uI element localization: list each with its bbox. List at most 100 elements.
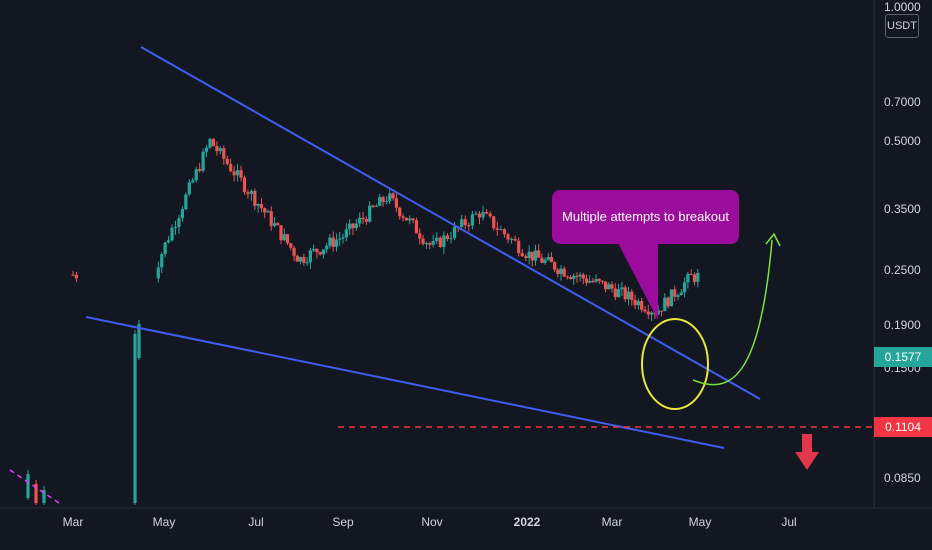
old-resistance-line [9,469,63,506]
candle-body [418,233,422,239]
candle-body [449,238,453,240]
candle-body [404,217,409,221]
candle-body [435,237,439,242]
candle-body [180,209,184,219]
candle-body [292,247,296,256]
candle-body [398,207,402,217]
candle-body [553,262,557,270]
candle-body [391,193,395,199]
candle-body [42,490,46,503]
candle-body [669,289,673,307]
candle-body [481,211,485,218]
candle-body [414,220,419,234]
candle-body [543,259,547,263]
candle-body [249,191,253,194]
candle-body [643,309,647,312]
candle-body [676,295,680,297]
candle-body [325,245,329,250]
candle-body [620,287,624,290]
candle-body [34,484,38,503]
candle-body [167,240,171,243]
candle-body [650,312,654,315]
time-tick-label: Nov [421,515,443,529]
candle-body [556,269,560,274]
candle-body [394,198,398,208]
candle-body [263,208,267,213]
price-tick-label: 0.3500 [884,202,921,216]
candle-body [401,216,405,218]
candle-body [344,229,348,238]
candle-body [225,158,229,164]
candle-body [633,300,637,306]
candle-body [215,146,219,152]
candle-body [562,268,566,277]
candle-body [137,324,141,358]
candle-body [259,203,264,209]
candle-body [368,205,372,222]
candle-body [295,255,299,262]
candle-body [533,250,538,261]
candle-body [421,238,425,244]
candle-body [232,171,236,176]
candle-body [470,214,474,226]
candle-body [384,201,388,203]
candle-body [506,234,510,240]
price-tick-label: 0.7000 [884,95,921,109]
candle-body [201,151,205,171]
candle-body [364,219,368,222]
candle-body [341,237,345,239]
candle-body [133,334,137,503]
time-tick-label-year: 2022 [513,515,541,529]
candle-body [679,292,683,296]
candle-body [686,273,690,283]
candle-body [692,274,697,282]
candle-body [520,253,524,257]
candle-body [279,225,283,241]
candle-body [428,243,432,245]
candle-body [71,274,75,276]
candle-body [540,257,544,263]
candle-body [463,219,467,226]
candle-body [530,251,534,261]
candle-body [623,287,627,300]
candle-body [683,282,687,293]
currency-selector[interactable]: USDT [885,14,919,38]
time-tick-label: Mar [62,515,84,529]
candle-body [282,234,286,241]
candle-body [253,191,257,206]
candle-body [358,217,362,224]
candle-body [424,243,429,245]
candle-body [499,229,503,231]
candle-body [617,289,621,298]
candle-body [187,182,191,195]
candle-body [513,238,517,241]
candle-body [184,194,188,210]
candle-body [646,311,650,315]
candle-body [361,217,365,220]
candle-body [565,276,569,278]
candle-body [467,225,471,227]
candle-body [328,237,332,246]
candle-body [659,310,664,312]
time-tick-label: Sep [332,515,354,529]
candle-body [597,278,601,281]
upper-trendline [140,46,761,400]
price-axis-top-label: 1.0000 [884,0,921,14]
candle-body [198,169,202,171]
candle-body [74,274,79,279]
candle-body [331,237,335,247]
candle-body [351,223,355,229]
candle-body [537,250,541,258]
candle-body [208,138,212,148]
candle-body [610,284,614,289]
candle-body [334,239,339,247]
candle-body [438,237,442,248]
candle-body [378,197,382,206]
candle-body [524,256,528,259]
candle-body [600,280,605,282]
candle-body [445,235,450,240]
candle-body [485,211,489,214]
candle-body [276,223,280,226]
